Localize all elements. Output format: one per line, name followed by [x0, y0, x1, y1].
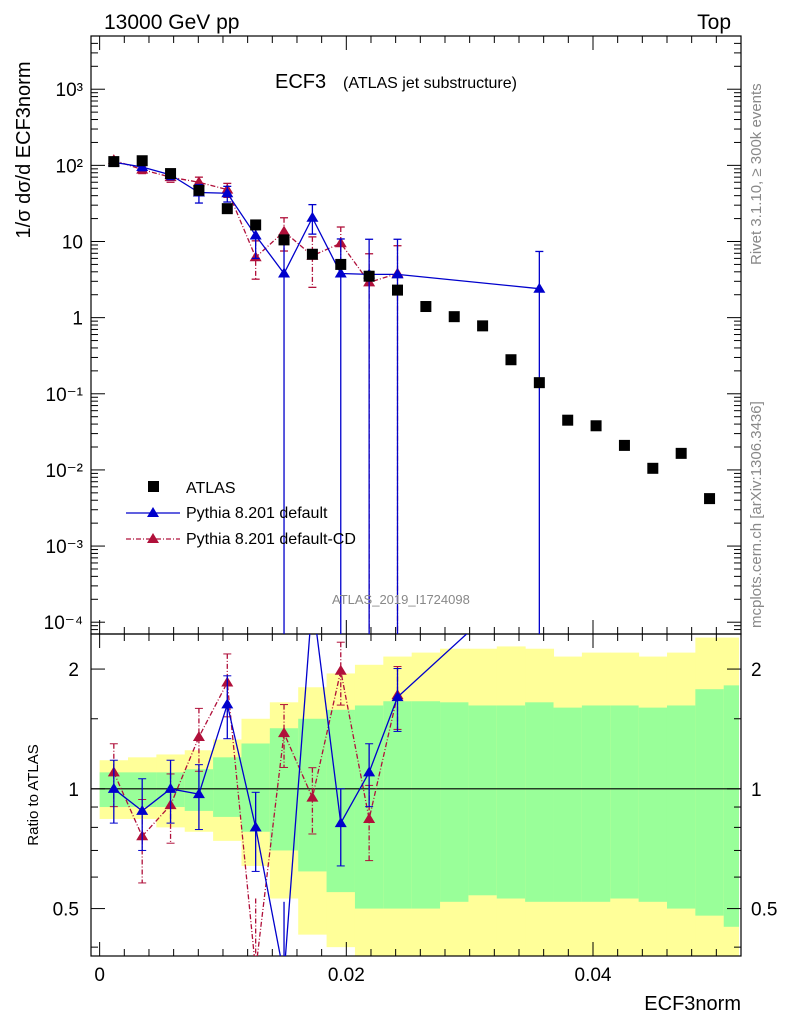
atlas-marker [391, 284, 403, 296]
default-marker [249, 229, 262, 240]
atlas-marker [448, 311, 460, 323]
band-inner [411, 701, 441, 909]
band-inner [440, 702, 469, 902]
atlas-marker [278, 234, 290, 246]
ratio-tick-label-right: 1 [751, 780, 762, 801]
cd-ratio-marker [192, 730, 205, 741]
default-line [113, 161, 540, 290]
band-inner [383, 701, 413, 909]
legend-marker-cd [147, 533, 159, 543]
default-ratio-marker [192, 788, 205, 799]
legend-label-default: Pythia 8.201 default [186, 505, 328, 522]
atlas-marker [221, 203, 233, 215]
y-tick-label: 10² [56, 156, 83, 177]
ratio-frame [90, 633, 742, 957]
atlas-marker [193, 184, 205, 196]
x-tick-label: 0 [94, 965, 105, 986]
default-ratio-marker [164, 782, 177, 793]
band-inner [638, 707, 668, 902]
band-inner [496, 705, 526, 899]
cd-ratio-line [113, 670, 399, 956]
atlas-marker [363, 270, 375, 282]
header-right: Top [697, 11, 731, 34]
atlas-marker [108, 156, 120, 168]
plot-title-sub: (ATLAS jet substructure) [343, 75, 517, 92]
legend-marker-atlas [148, 481, 159, 492]
y-tick-label: 10³ [56, 80, 83, 101]
mcplots-label: mcplots.cern.ch [arXiv:1306.3436] [748, 401, 765, 628]
legend-label-cd: Pythia 8.201 default-CD [186, 531, 356, 548]
default-marker [391, 268, 404, 279]
default-marker [533, 282, 546, 293]
default-marker [221, 187, 234, 198]
band-inner [666, 705, 696, 909]
atlas-marker [136, 155, 148, 167]
band-inner [553, 707, 583, 902]
default-ratio-marker [391, 691, 404, 702]
watermark: ATLAS_2019_I1724098 [332, 592, 470, 607]
y-tick-label: 10 [62, 233, 83, 254]
x-tick-label: 0.04 [575, 965, 612, 986]
band-inner [723, 685, 740, 927]
cd-marker [278, 225, 291, 236]
band-inner [525, 702, 555, 902]
legend: ATLAS Pythia 8.201 default Pythia 8.201 … [126, 480, 356, 548]
default-ratio-marker [221, 698, 234, 709]
plot-title-main: ECF3 [275, 71, 326, 93]
axis-ticks: 10⁻⁴ 10⁻³ 10⁻² 10⁻¹ 1 10 10² 10³ 0 0.02 0.04 0.5 0.5… [44, 35, 777, 986]
atlas-marker [562, 414, 574, 426]
atlas-marker [250, 219, 262, 231]
ratio-tick-label: 2 [68, 660, 79, 681]
y-tick-label: 1 [72, 309, 83, 330]
atlas-marker [165, 168, 177, 180]
y-axis-label-top: 1/σ dσ/d ECF3norm [13, 62, 35, 239]
legend-marker-default [147, 507, 159, 517]
atlas-marker [505, 354, 517, 366]
cd-marker [192, 176, 205, 187]
default-marker [334, 267, 347, 278]
y-axis-label-ratio: Ratio to ATLAS [25, 744, 42, 845]
atlas-marker [618, 439, 630, 451]
atlas-marker [335, 258, 347, 270]
x-tick-label: 0.02 [328, 965, 365, 986]
y-tick-label: 10⁻¹ [46, 385, 84, 406]
atlas-marker [306, 248, 318, 260]
atlas-marker [647, 462, 659, 474]
ratio-tick-label: 0.5 [53, 900, 79, 921]
y-tick-label: 10⁻³ [46, 537, 84, 558]
ratio-tick-label-right: 0.5 [751, 900, 777, 921]
atlas-marker [533, 377, 545, 389]
band-inner [610, 705, 640, 899]
band-inner [695, 689, 725, 916]
atlas-marker [420, 301, 432, 313]
atlas-marker [590, 420, 602, 432]
header-left: 13000 GeV pp [104, 11, 239, 34]
default-marker [278, 267, 291, 278]
ratio-tick-label-right: 2 [751, 660, 762, 681]
legend-label-atlas: ATLAS [186, 480, 236, 497]
cd-ratio-marker [278, 727, 291, 738]
ratio-tick-label: 1 [68, 780, 79, 801]
atlas-marker [704, 493, 716, 505]
default-ratio-marker [136, 804, 149, 815]
band-inner [468, 705, 498, 896]
series-layer [107, 154, 716, 956]
cd-ratio-marker [306, 791, 319, 802]
y-tick-label: 10⁻⁴ [44, 613, 83, 634]
rivet-label: Rivet 3.1.10, ≥ 300k events [748, 83, 765, 265]
x-axis-label: ECF3norm [644, 993, 741, 1015]
cd-ratio-marker [363, 812, 376, 823]
cd-ratio-marker [334, 664, 347, 675]
y-tick-label: 10⁻² [46, 461, 84, 482]
default-ratio-marker [363, 766, 376, 777]
band-inner [581, 705, 611, 902]
default-marker [306, 211, 319, 222]
atlas-marker [477, 320, 489, 332]
default-ratio-marker [107, 782, 120, 793]
default-ratio-marker [249, 821, 262, 832]
default-ratio-marker [334, 817, 347, 828]
atlas-marker [675, 447, 687, 459]
